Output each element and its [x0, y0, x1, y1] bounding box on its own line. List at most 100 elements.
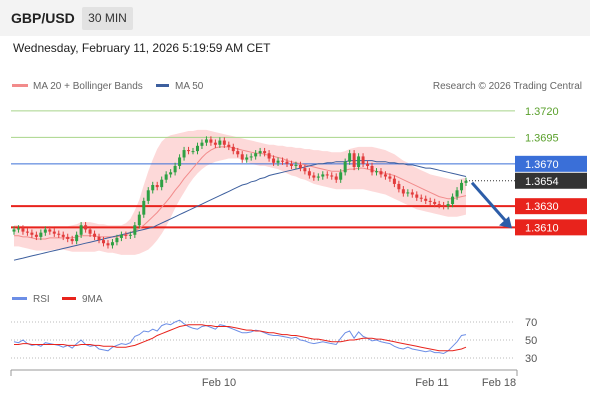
candle: [464, 177, 468, 187]
candle: [231, 143, 235, 155]
candle-body: [119, 234, 123, 238]
candle: [34, 231, 38, 241]
rsi-tick-30: 30: [525, 353, 537, 365]
candle-body: [70, 239, 74, 242]
candle-body: [446, 204, 450, 207]
candle: [30, 229, 34, 238]
candle: [339, 169, 343, 183]
candle-body: [222, 140, 226, 145]
candle-body: [455, 190, 459, 197]
candle: [397, 180, 401, 193]
candle-body: [460, 182, 464, 191]
candle: [424, 195, 428, 205]
candle: [249, 153, 253, 161]
candle-body: [187, 150, 191, 152]
candle-body: [352, 153, 356, 167]
candle: [200, 139, 204, 149]
timeframe-button[interactable]: 30 MIN: [82, 7, 133, 30]
candle: [254, 150, 258, 160]
ma50-legend-label: MA 50: [175, 81, 204, 92]
candle-body: [106, 243, 110, 246]
candle-body: [388, 176, 392, 179]
candle: [321, 171, 325, 180]
candle: [361, 153, 365, 167]
bollinger-legend-swatch: [12, 84, 28, 87]
candle-body: [218, 140, 222, 145]
copyright-label: Research © 2026 Trading Central: [433, 81, 582, 92]
candle-body: [312, 175, 316, 178]
candle-body: [330, 175, 334, 177]
level-label-1.3630: 1.3630: [525, 201, 559, 213]
candle-body: [66, 236, 70, 239]
candle-body: [370, 165, 374, 173]
candle: [155, 181, 159, 191]
candle: [106, 240, 110, 249]
header-bar: GBP/USD 30 MIN: [0, 0, 590, 36]
candle-body: [79, 225, 83, 235]
forecast-arrow-head: [499, 216, 512, 229]
candle-body: [307, 171, 311, 176]
candle-body: [178, 157, 182, 166]
level-label-1.3720: 1.3720: [525, 106, 559, 118]
candle-body: [321, 174, 325, 177]
candle-body: [245, 157, 249, 160]
candle: [195, 142, 199, 155]
candle: [204, 136, 208, 146]
candle-body: [334, 176, 338, 180]
level-label-box-1.3654: [515, 172, 587, 189]
candle: [160, 176, 164, 191]
candle-body: [272, 158, 276, 163]
candle-body: [25, 231, 29, 233]
candle-body: [16, 228, 20, 230]
candle: [213, 139, 217, 148]
candle: [415, 191, 419, 201]
candle: [263, 147, 267, 157]
candle-body: [276, 160, 280, 163]
candle: [285, 158, 289, 167]
candle: [146, 187, 150, 205]
candle-body: [124, 234, 128, 236]
candle: [227, 141, 231, 151]
datetime-label: Wednesday, February 11, 2026 5:19:59 AM …: [13, 41, 271, 55]
candle: [294, 161, 298, 170]
candle: [236, 147, 240, 158]
candle: [379, 168, 383, 178]
candle: [164, 171, 168, 183]
rsi-tick-70: 70: [525, 317, 537, 329]
candle: [245, 154, 249, 163]
candle-body: [379, 171, 383, 175]
candle-body: [383, 174, 387, 177]
candle: [276, 157, 280, 166]
candle-body: [142, 200, 146, 215]
candle: [97, 233, 101, 244]
candle: [451, 193, 455, 208]
candle-body: [21, 228, 25, 232]
candles: [12, 136, 468, 249]
level-label-1.3695: 1.3695: [525, 132, 559, 144]
candle-body: [97, 236, 101, 241]
candle-body: [164, 174, 168, 180]
candle-body: [93, 233, 97, 237]
candle: [281, 157, 285, 165]
candle-body: [110, 242, 114, 246]
candle-body: [374, 171, 378, 173]
candle: [52, 228, 56, 237]
candle: [151, 181, 155, 194]
candle-body: [200, 142, 204, 146]
candle: [455, 187, 459, 200]
rsi-legend-label: RSI: [33, 294, 50, 305]
candle: [343, 158, 347, 176]
candle: [218, 137, 222, 148]
candle: [392, 175, 396, 188]
candle: [334, 173, 338, 183]
candle-body: [392, 178, 396, 184]
candle-body: [191, 151, 195, 153]
candle-body: [415, 194, 419, 198]
candle: [410, 189, 414, 198]
candle-body: [419, 197, 423, 199]
candle-body: [348, 153, 352, 162]
candle: [191, 147, 195, 155]
candle: [298, 161, 302, 172]
candle: [222, 137, 226, 148]
